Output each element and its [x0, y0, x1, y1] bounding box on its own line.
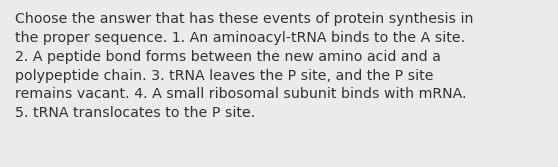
Text: Choose the answer that has these events of protein synthesis in
the proper seque: Choose the answer that has these events …	[15, 12, 474, 120]
